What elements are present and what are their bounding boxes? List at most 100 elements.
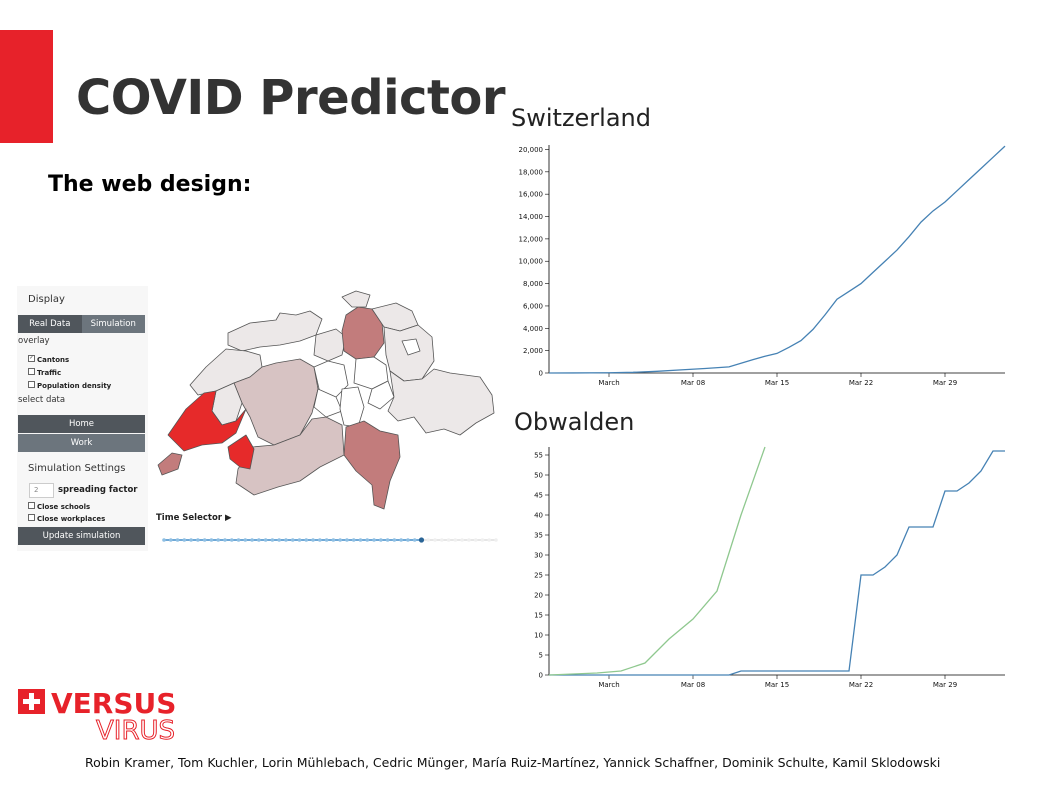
- canton-vaud-south[interactable]: [227, 434, 255, 470]
- switzerland-map: [157, 290, 495, 510]
- slider-step[interactable]: [473, 538, 478, 542]
- canton-ticino[interactable]: [343, 420, 401, 510]
- y-tick-label: 16,000: [519, 191, 544, 199]
- slider-step[interactable]: [284, 538, 288, 542]
- chart-title-switzerland: Switzerland: [511, 104, 651, 132]
- slider-step[interactable]: [358, 538, 363, 542]
- spreading-factor-label: spreading factor: [58, 485, 138, 495]
- y-tick-label: 55: [534, 452, 543, 460]
- home-button[interactable]: Home: [18, 415, 145, 433]
- slider-step[interactable]: [487, 538, 492, 542]
- overlay-traffic-checkbox[interactable]: Traffic: [28, 367, 62, 377]
- canton-obwalden[interactable]: [313, 388, 343, 418]
- slider-step[interactable]: [297, 538, 302, 542]
- slider-step[interactable]: [460, 538, 464, 542]
- chart-title-obwalden: Obwalden: [514, 408, 635, 436]
- x-tick-label: Mar 08: [681, 379, 705, 387]
- slider-step[interactable]: [196, 538, 200, 542]
- canton-region[interactable]: [367, 380, 395, 410]
- slider-step[interactable]: [311, 538, 315, 542]
- slider-step[interactable]: [426, 538, 431, 542]
- series-line-1: [548, 446, 766, 676]
- slider-step[interactable]: [318, 538, 322, 542]
- slider-step[interactable]: [229, 538, 234, 542]
- slider-step[interactable]: [446, 538, 451, 542]
- canton-region[interactable]: [341, 290, 371, 308]
- checkbox-icon: [28, 513, 35, 521]
- slider-step[interactable]: [202, 538, 207, 542]
- tab-real-data[interactable]: Real Data: [18, 315, 82, 333]
- slider-step[interactable]: [406, 538, 410, 542]
- canton-valais[interactable]: [235, 416, 345, 496]
- slider-step[interactable]: [385, 538, 390, 542]
- slider-step[interactable]: [392, 538, 397, 542]
- slider-step[interactable]: [304, 538, 309, 542]
- slider-step[interactable]: [216, 538, 221, 542]
- y-tick-label: 15: [534, 612, 543, 620]
- canton-region[interactable]: [339, 386, 365, 428]
- y-tick-label: 18,000: [519, 168, 544, 176]
- slider-step[interactable]: [324, 538, 329, 542]
- accent-bar: [0, 30, 53, 143]
- slider-step[interactable]: [345, 538, 349, 542]
- overlay-cantons-checkbox[interactable]: ✓ Cantons: [28, 354, 70, 364]
- canton-zurich[interactable]: [341, 306, 385, 360]
- slider-step[interactable]: [379, 538, 383, 542]
- slider-step[interactable]: [453, 538, 458, 542]
- slider-step[interactable]: [236, 538, 241, 542]
- time-slider[interactable]: [160, 533, 500, 547]
- slider-step[interactable]: [433, 538, 437, 542]
- slider-step[interactable]: [372, 538, 376, 542]
- slider-step[interactable]: [270, 538, 275, 542]
- overlay-traffic-label: Traffic: [37, 369, 62, 377]
- canton-vaud[interactable]: [167, 390, 247, 452]
- update-simulation-button[interactable]: Update simulation: [18, 527, 145, 545]
- slider-step[interactable]: [331, 538, 336, 542]
- slider-step[interactable]: [338, 538, 342, 542]
- canton-region[interactable]: [227, 310, 323, 352]
- slider-step[interactable]: [365, 538, 370, 542]
- slider-step[interactable]: [162, 538, 166, 542]
- close-schools-checkbox[interactable]: Close schools: [28, 501, 91, 511]
- overlay-population-checkbox[interactable]: Population density: [28, 380, 111, 390]
- slide-subtitle: The web design:: [48, 172, 252, 197]
- control-panel: Display Real Data Simulation overlay ✓ Ca…: [17, 286, 148, 551]
- spreading-factor-input[interactable]: 2: [29, 483, 54, 498]
- close-workplaces-checkbox[interactable]: Close workplaces: [28, 513, 105, 523]
- canton-region[interactable]: [313, 328, 347, 362]
- slider-step[interactable]: [209, 538, 214, 542]
- y-tick-label: 8,000: [523, 280, 543, 288]
- slider-step[interactable]: [351, 538, 356, 542]
- slider-step[interactable]: [412, 538, 417, 542]
- slider-step[interactable]: [277, 538, 281, 542]
- slide-title: COVID Predictor: [76, 70, 506, 126]
- slider-step[interactable]: [399, 538, 403, 542]
- slider-step[interactable]: [439, 538, 444, 542]
- slider-step[interactable]: [223, 538, 227, 542]
- x-tick-label: Mar 22: [849, 379, 873, 387]
- slider-step[interactable]: [189, 538, 193, 542]
- slider-step[interactable]: [175, 538, 180, 542]
- slider-step[interactable]: [480, 538, 485, 542]
- logo-top-word: VERSUS: [51, 687, 176, 720]
- versus-virus-logo: VERSUS VIRUS: [18, 687, 176, 743]
- y-tick-label: 5: [539, 652, 543, 660]
- overlay-cantons-label: Cantons: [37, 356, 70, 364]
- canton-graubunden[interactable]: [387, 368, 495, 436]
- canton-region[interactable]: [401, 338, 421, 356]
- canton-geneva[interactable]: [157, 452, 183, 476]
- slider-step[interactable]: [243, 538, 248, 542]
- x-tick-label: March: [598, 379, 619, 387]
- slider-step[interactable]: [263, 538, 268, 542]
- close-schools-label: Close schools: [37, 503, 91, 511]
- slider-step[interactable]: [494, 538, 498, 542]
- slider-step[interactable]: [182, 538, 187, 542]
- work-button[interactable]: Work: [18, 434, 145, 452]
- slider-step[interactable]: [168, 538, 173, 542]
- slider-step[interactable]: [250, 538, 254, 542]
- slider-step[interactable]: [290, 538, 295, 542]
- slider-step[interactable]: [257, 538, 261, 542]
- slider-handle[interactable]: [418, 537, 425, 543]
- tab-simulation[interactable]: Simulation: [81, 315, 145, 333]
- slider-step[interactable]: [467, 538, 471, 542]
